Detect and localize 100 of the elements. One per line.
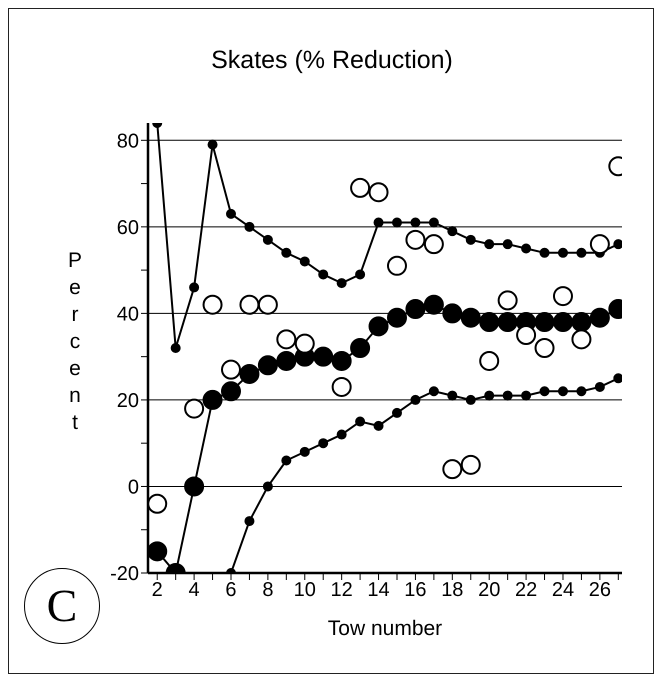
point bbox=[239, 364, 260, 384]
text: C bbox=[46, 579, 78, 633]
point bbox=[392, 408, 402, 418]
point bbox=[502, 390, 513, 401]
point bbox=[558, 248, 568, 258]
point bbox=[276, 350, 296, 371]
x-tick-label: 26 bbox=[588, 579, 611, 602]
point bbox=[552, 286, 573, 306]
point bbox=[148, 541, 168, 562]
point bbox=[226, 208, 236, 219]
point bbox=[552, 312, 573, 332]
x-tick-label: 20 bbox=[478, 579, 500, 602]
x-axis-title: Tow number bbox=[328, 617, 442, 640]
point bbox=[502, 239, 513, 250]
y-tick-label: 60 bbox=[116, 216, 139, 239]
point bbox=[276, 329, 296, 350]
point bbox=[540, 386, 550, 396]
point bbox=[355, 416, 366, 427]
point bbox=[447, 390, 458, 401]
y-tick-label: 80 bbox=[116, 130, 139, 152]
x-tick-label: 2 bbox=[152, 579, 163, 602]
point bbox=[521, 390, 532, 401]
x-tick-label: 14 bbox=[367, 579, 390, 602]
point bbox=[410, 218, 420, 228]
point bbox=[220, 360, 241, 380]
point bbox=[148, 494, 168, 514]
point bbox=[202, 294, 223, 315]
x-tick-label: 4 bbox=[188, 579, 200, 602]
point bbox=[442, 303, 462, 324]
point bbox=[244, 516, 254, 526]
point bbox=[590, 234, 610, 254]
point bbox=[405, 230, 426, 250]
y-tick-label: 0 bbox=[128, 476, 139, 499]
point bbox=[220, 381, 241, 402]
point bbox=[428, 386, 439, 396]
x-tick-label: 8 bbox=[262, 579, 274, 602]
x-tick-label: 12 bbox=[330, 579, 353, 602]
point bbox=[540, 248, 550, 258]
point bbox=[262, 234, 273, 245]
y-tick-label: -20 bbox=[110, 563, 139, 586]
point bbox=[479, 350, 500, 371]
point bbox=[355, 269, 366, 280]
point bbox=[460, 308, 481, 328]
point bbox=[374, 420, 384, 431]
point bbox=[534, 338, 555, 358]
x-tick-label: 24 bbox=[552, 579, 574, 602]
point bbox=[184, 398, 204, 419]
y-axis-title: Percent bbox=[68, 249, 82, 434]
point bbox=[521, 243, 532, 254]
point bbox=[442, 459, 462, 480]
point bbox=[294, 334, 315, 354]
point bbox=[590, 308, 610, 328]
point bbox=[202, 390, 223, 410]
x-tick-label: 22 bbox=[514, 579, 538, 602]
y-tick-label: 20 bbox=[116, 390, 139, 412]
point bbox=[484, 390, 494, 401]
point bbox=[410, 394, 420, 405]
point bbox=[258, 355, 278, 376]
point bbox=[613, 373, 622, 384]
point bbox=[558, 386, 568, 396]
point bbox=[484, 239, 494, 250]
point bbox=[300, 446, 310, 457]
point bbox=[262, 481, 273, 492]
point bbox=[466, 234, 476, 245]
point bbox=[332, 350, 352, 371]
point bbox=[350, 178, 370, 198]
point bbox=[498, 312, 518, 332]
point bbox=[571, 312, 592, 332]
point bbox=[368, 182, 389, 202]
point bbox=[460, 454, 481, 475]
x-tick-label: 10 bbox=[294, 579, 316, 602]
point bbox=[479, 312, 500, 332]
point bbox=[374, 218, 384, 228]
point bbox=[424, 294, 444, 315]
point bbox=[189, 282, 200, 292]
point bbox=[386, 308, 407, 328]
point bbox=[336, 430, 347, 440]
point bbox=[208, 140, 218, 150]
x-tick-label: 18 bbox=[441, 579, 464, 602]
point bbox=[332, 376, 352, 397]
chart-title: Skates (% Reduction) bbox=[210, 46, 454, 75]
point bbox=[318, 438, 328, 448]
point bbox=[613, 239, 622, 250]
point bbox=[498, 290, 518, 310]
point bbox=[244, 222, 254, 232]
point bbox=[466, 394, 476, 405]
point bbox=[170, 343, 181, 353]
point bbox=[534, 312, 555, 332]
point bbox=[576, 386, 586, 396]
point bbox=[594, 382, 605, 392]
point bbox=[258, 294, 278, 315]
point bbox=[405, 299, 426, 320]
y-tick-label: 40 bbox=[116, 303, 139, 326]
x-tick-label: 6 bbox=[225, 579, 237, 602]
point bbox=[300, 256, 310, 266]
point bbox=[386, 256, 407, 276]
point bbox=[239, 294, 260, 315]
point bbox=[184, 476, 204, 496]
point bbox=[318, 269, 328, 280]
point bbox=[392, 218, 402, 228]
